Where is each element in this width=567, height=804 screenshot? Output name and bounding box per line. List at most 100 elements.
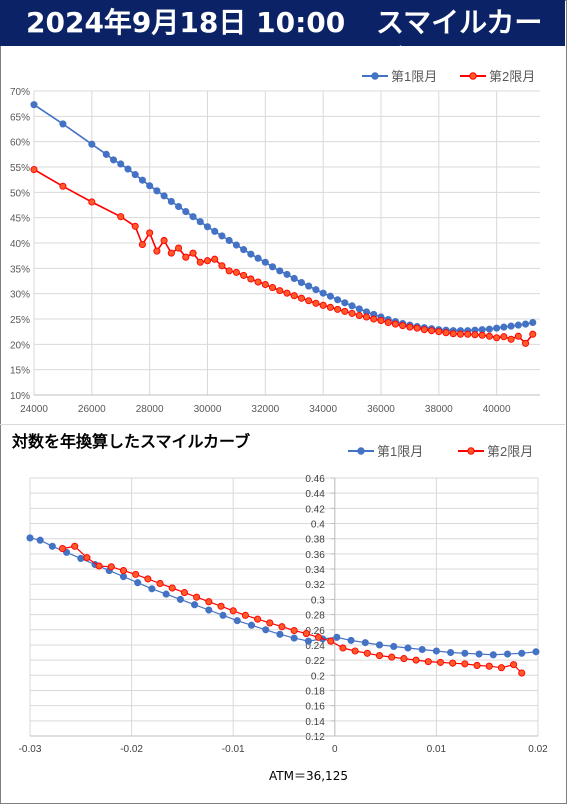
data-point-s2: [138, 240, 146, 249]
data-point-s2: [232, 268, 240, 276]
data-point-s1: [297, 278, 306, 287]
data-point-s2: [377, 316, 385, 325]
data-point-s2: [428, 327, 436, 335]
legend-marker-1: [357, 447, 365, 455]
data-point-s1: [485, 325, 493, 333]
y-tick-label: 0.14: [305, 717, 325, 728]
data-point-s1: [233, 617, 241, 625]
y-tick-label: 0.38: [305, 535, 325, 546]
data-point-s2: [182, 253, 190, 261]
legend-label-2: 第2限月: [489, 69, 535, 84]
data-point-s1: [262, 626, 270, 634]
y-tick-label: 40%: [10, 239, 30, 250]
data-point-s1: [461, 649, 469, 657]
data-point-s1: [232, 241, 240, 249]
data-point-s1: [211, 227, 219, 235]
data-point-s2: [348, 309, 356, 317]
data-point-s2: [160, 236, 168, 245]
data-point-s2: [119, 567, 128, 575]
data-point-s1: [521, 320, 530, 328]
data-point-s1: [247, 621, 256, 629]
data-point-s1: [489, 651, 497, 659]
x-tick-label: 24000: [20, 404, 48, 415]
y-tick-label: 0.28: [305, 611, 325, 622]
data-point-s1: [102, 150, 110, 158]
data-point-s2: [363, 649, 371, 657]
data-point-s2: [266, 619, 274, 627]
data-point-s1: [153, 187, 161, 195]
series-line-1: [29, 537, 537, 656]
data-point-s2: [473, 661, 481, 669]
data-point-s1: [175, 202, 183, 211]
header-bar: 2024年9月18日 10:00 スマイルカーブ: [0, 0, 565, 77]
data-point-s1: [261, 258, 269, 266]
data-point-s2: [436, 658, 445, 666]
data-point-s1: [404, 644, 412, 652]
data-point-s2: [193, 593, 201, 601]
data-point-s1: [247, 250, 255, 258]
y-tick-label: 0.4: [311, 520, 325, 531]
data-point-s1: [348, 302, 356, 310]
data-point-s2: [196, 258, 204, 266]
x-tick-label: 0: [332, 744, 338, 755]
data-point-s1: [148, 585, 156, 593]
data-point-s2: [107, 563, 115, 571]
data-point-s1: [117, 160, 125, 168]
data-point-s1: [205, 606, 213, 614]
y-tick-label: 60%: [10, 138, 30, 149]
legend-label-1: 第1限月: [391, 69, 437, 84]
data-point-s2: [391, 320, 399, 328]
legend-label-2: 第2限月: [487, 444, 533, 459]
data-point-s1: [532, 648, 540, 656]
x-tick-label: 38000: [425, 404, 453, 415]
legend-label-1: 第1限月: [377, 444, 423, 459]
data-point-s1: [390, 642, 398, 651]
legend-marker-2: [469, 72, 477, 80]
data-point-s2: [507, 335, 515, 343]
data-point-s2: [254, 615, 262, 623]
data-point-s2: [449, 330, 457, 338]
data-point-s1: [191, 601, 199, 609]
data-point-s1: [503, 650, 512, 658]
data-point-s1: [218, 232, 226, 240]
data-point-s2: [290, 292, 298, 300]
y-tick-label: 55%: [10, 163, 30, 174]
data-point-s2: [334, 305, 342, 313]
chart-log-annualized-smile: 0.12 0.14 0.16 0.18 0.2 0.22 0.24 0.26 0.28 0.3 0.…: [19, 444, 549, 755]
chart-divider: [0, 424, 565, 425]
data-point-s2: [217, 602, 225, 610]
data-point-s2: [400, 655, 408, 663]
y-tick-label: 20%: [10, 340, 30, 351]
data-point-s1: [146, 182, 154, 190]
data-point-s2: [339, 644, 347, 652]
x-tick-label: -0.02: [120, 744, 143, 755]
data-point-s2: [518, 669, 526, 677]
data-point-s1: [475, 650, 483, 658]
y-tick-label: 0.16: [305, 702, 325, 713]
data-point-s2: [388, 653, 396, 661]
data-point-s2: [355, 311, 363, 320]
data-point-s2: [375, 652, 384, 660]
data-point-s2: [413, 324, 421, 332]
data-point-s1: [304, 637, 312, 645]
chart-smile-curve: 10% 15% 20% 25% 30% 35% 40% 45% 50% 55% 60% 65% 70% 2…: [10, 69, 540, 415]
data-point-s1: [305, 282, 313, 290]
data-point-s2: [131, 222, 139, 230]
x-tick-label: 28000: [136, 404, 164, 415]
y-tick-label: 0.2: [311, 671, 325, 682]
x-tick-label: -0.03: [19, 744, 42, 755]
data-point-s2: [312, 299, 320, 307]
data-point-s2: [205, 598, 213, 606]
header-title: スマイルカーブ: [376, 6, 543, 77]
data-point-s1: [341, 299, 349, 307]
data-point-s2: [461, 660, 469, 668]
data-point-s1: [334, 296, 342, 304]
data-point-s2: [268, 284, 277, 292]
y-tick-label: 0.24: [305, 641, 325, 652]
data-point-s2: [30, 165, 38, 174]
data-point-s1: [529, 318, 537, 327]
data-point-s2: [95, 562, 103, 570]
data-point-s1: [119, 573, 128, 581]
data-point-s2: [370, 315, 378, 323]
